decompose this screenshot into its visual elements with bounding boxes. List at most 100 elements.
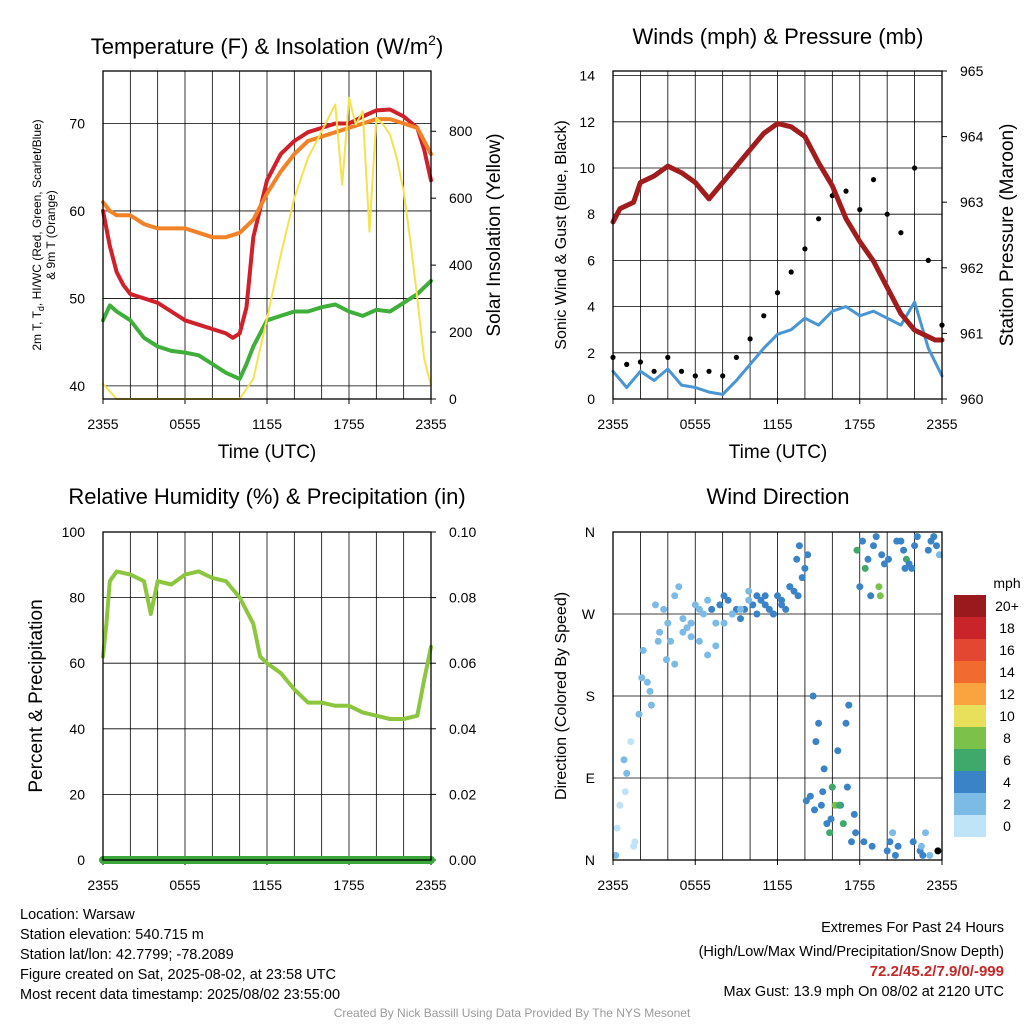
direction-point [930, 533, 938, 541]
direction-point [801, 564, 809, 572]
humidity-x-tick-label: 2355 [87, 877, 118, 893]
direction-point [613, 824, 621, 832]
temperature-y-tick-label: 70 [69, 115, 85, 131]
temperature-ylabel-left-2: & 9m T (Orange) [44, 190, 58, 280]
direction-point [704, 651, 712, 659]
winds-y-tick-label: 6 [587, 252, 595, 268]
humidity-y-tick-label: 100 [62, 524, 86, 540]
direction-point [753, 610, 761, 618]
direction-point [889, 829, 897, 837]
winds-gust-point [843, 188, 849, 194]
direction-point [635, 710, 643, 718]
direction-point [765, 605, 773, 613]
direction-point [646, 687, 654, 695]
direction-point [782, 605, 790, 613]
temperature-ylabel-right: Solar Insolation (Yellow) [484, 133, 505, 336]
winds-gust-point [774, 290, 781, 296]
temperature-title-sup: 2 [428, 32, 436, 48]
temperature-y-tick-label: 40 [69, 378, 85, 394]
humidity-y-tick-label: 20 [69, 786, 85, 802]
legend-swatch [954, 793, 986, 815]
humidity-series-relative-humidity [101, 569, 433, 721]
winds-xlabel: Time (UTC) [729, 442, 828, 463]
station-location: Location: Warsaw [20, 907, 135, 923]
direction-point [769, 610, 777, 618]
direction-point [638, 674, 646, 682]
direction-point [724, 596, 732, 604]
direction-y-tick-label: E [586, 770, 595, 786]
temperature-y-right-tick-label: 0 [449, 391, 457, 407]
direction-point [861, 564, 869, 572]
winds-gust-point [857, 207, 863, 213]
direction-point [820, 765, 828, 773]
direction-point [901, 564, 909, 572]
winds-y-tick-label: 2 [587, 345, 595, 361]
direction-point [667, 637, 675, 645]
direction-point [834, 747, 842, 755]
direction-point [835, 801, 843, 809]
direction-point [891, 851, 899, 859]
direction-point [708, 605, 716, 613]
direction-y-tick-label: S [586, 688, 595, 704]
speed-color-legend: mph 20+ 18 16 14 12 10 8 6 4 2 0 [954, 575, 1021, 837]
direction-point [753, 592, 761, 600]
legend-label: 18 [999, 620, 1015, 636]
direction-point [845, 701, 853, 709]
direction-point [695, 605, 703, 613]
direction-point [911, 542, 919, 550]
legend-swatch [954, 639, 986, 661]
legend-swatch [954, 661, 986, 683]
direction-point [934, 847, 942, 855]
temperature-y-right-tick-label: 600 [449, 190, 473, 206]
direction-point [926, 851, 934, 859]
legend-label: 10 [999, 708, 1015, 724]
winds-gust-point [802, 246, 808, 252]
legend-label: 16 [999, 642, 1015, 658]
legend-swatch [954, 617, 986, 639]
winds-series-station-pressure [610, 121, 945, 343]
direction-point [856, 583, 864, 591]
legend-swatch [954, 749, 986, 771]
temperature-x-tick-label: 2355 [87, 416, 118, 432]
direction-point [806, 792, 814, 800]
direction-point [859, 537, 866, 545]
direction-point [700, 610, 707, 618]
direction-point [660, 605, 668, 613]
winds-gust-point [816, 216, 822, 222]
direction-point [654, 637, 662, 645]
winds-gust-point [637, 359, 644, 365]
direction-point [671, 592, 679, 600]
direction-x-tick-label: 1155 [762, 877, 792, 893]
legend-swatch [954, 771, 986, 793]
humidity-plot: 2355 0555 1155 1755 23550204060801000.000.02… [62, 524, 477, 893]
direction-point [809, 692, 817, 700]
direction-point [794, 592, 802, 600]
winds-x-tick-label: 2355 [597, 416, 628, 432]
winds-ylabel-left: Sonic Wind & Gust (Blue, Black) [553, 120, 570, 349]
direction-point [620, 756, 628, 764]
winds-plot: 2355 0555 1155 1755 235502468101214960961962… [579, 63, 983, 432]
direction-point [880, 560, 888, 568]
winds-y-right-tick-label: 965 [960, 63, 984, 79]
direction-point [749, 601, 757, 609]
direction-point [687, 633, 695, 641]
humidity-y-right-tick-label: 0.08 [449, 590, 476, 606]
winds-series-sonic-wind [611, 300, 944, 396]
temperature-series-2m-td [101, 278, 433, 381]
direction-point [798, 574, 806, 582]
direction-point [933, 542, 940, 550]
temperature-y-right-tick-label: 200 [449, 324, 473, 340]
direction-point [627, 738, 635, 746]
direction-point [720, 619, 728, 627]
temperature-x-tick-label: 1155 [252, 416, 282, 432]
temperature-ylabel-left-1-sub: d [36, 306, 46, 311]
direction-point [712, 642, 720, 650]
legend-swatch [954, 683, 986, 705]
direction-y-tick-label: N [585, 852, 595, 868]
direction-point [893, 537, 901, 545]
legend-label: 8 [1003, 730, 1011, 746]
direction-point [683, 624, 691, 632]
direction-point [737, 615, 744, 623]
